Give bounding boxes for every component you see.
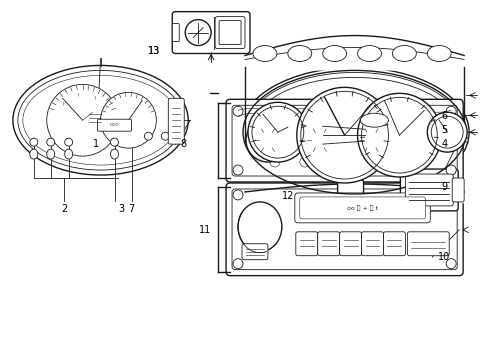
Text: 13: 13 (148, 46, 160, 56)
Text: 2: 2 (61, 204, 67, 214)
Ellipse shape (446, 259, 455, 269)
FancyBboxPatch shape (295, 232, 317, 256)
FancyBboxPatch shape (172, 24, 179, 41)
Text: 7: 7 (128, 204, 134, 214)
Ellipse shape (144, 132, 152, 140)
Text: 10: 10 (437, 252, 449, 262)
Ellipse shape (247, 102, 307, 162)
Ellipse shape (161, 132, 169, 140)
FancyBboxPatch shape (339, 232, 361, 256)
FancyBboxPatch shape (451, 178, 463, 202)
Ellipse shape (47, 138, 55, 146)
Ellipse shape (101, 92, 156, 148)
FancyBboxPatch shape (225, 99, 462, 182)
FancyBboxPatch shape (172, 12, 249, 54)
FancyBboxPatch shape (219, 21, 241, 45)
Ellipse shape (64, 149, 73, 159)
Ellipse shape (233, 190, 243, 200)
Ellipse shape (322, 45, 346, 62)
Ellipse shape (360, 113, 387, 127)
FancyBboxPatch shape (242, 244, 267, 260)
Ellipse shape (287, 45, 311, 62)
Ellipse shape (233, 259, 243, 269)
Text: |: | (62, 102, 63, 105)
Ellipse shape (357, 93, 440, 177)
Ellipse shape (446, 165, 455, 175)
Text: 12: 12 (282, 191, 294, 201)
Ellipse shape (297, 118, 341, 162)
Ellipse shape (427, 130, 447, 150)
Ellipse shape (110, 138, 118, 146)
Ellipse shape (357, 45, 381, 62)
FancyBboxPatch shape (98, 119, 131, 131)
Text: 8: 8 (180, 139, 186, 149)
Text: 1: 1 (93, 139, 99, 149)
Ellipse shape (252, 45, 276, 62)
FancyBboxPatch shape (407, 232, 448, 256)
Ellipse shape (13, 66, 188, 175)
Ellipse shape (296, 87, 392, 183)
FancyBboxPatch shape (337, 180, 363, 200)
Ellipse shape (240, 67, 468, 197)
Ellipse shape (233, 106, 243, 116)
Text: 4: 4 (440, 139, 447, 149)
Ellipse shape (185, 20, 211, 45)
Ellipse shape (245, 118, 289, 162)
Ellipse shape (238, 202, 281, 252)
Ellipse shape (446, 106, 455, 116)
Ellipse shape (233, 165, 243, 175)
Ellipse shape (446, 190, 455, 200)
Text: 6: 6 (440, 111, 447, 121)
Ellipse shape (64, 138, 73, 146)
FancyBboxPatch shape (317, 232, 339, 256)
Text: 13: 13 (148, 46, 160, 56)
Ellipse shape (47, 84, 118, 156)
FancyBboxPatch shape (294, 193, 429, 223)
FancyBboxPatch shape (299, 197, 425, 219)
Text: 11: 11 (199, 225, 211, 235)
FancyBboxPatch shape (361, 232, 383, 256)
Ellipse shape (110, 149, 118, 159)
Text: 3: 3 (119, 204, 124, 214)
Ellipse shape (30, 138, 38, 146)
FancyBboxPatch shape (215, 17, 244, 49)
FancyBboxPatch shape (168, 98, 184, 144)
Ellipse shape (427, 45, 450, 62)
Ellipse shape (349, 118, 393, 162)
Text: |: | (77, 93, 79, 97)
FancyBboxPatch shape (225, 183, 462, 276)
Ellipse shape (392, 45, 415, 62)
Text: |: | (95, 96, 96, 100)
Text: ODO: ODO (109, 123, 119, 127)
FancyBboxPatch shape (400, 169, 457, 211)
Text: 9: 9 (440, 182, 447, 192)
FancyBboxPatch shape (383, 232, 405, 256)
Text: oo ニ + ゚ t: oo ニ + ゚ t (346, 205, 377, 211)
Ellipse shape (30, 149, 38, 159)
Ellipse shape (427, 112, 466, 152)
Text: 5: 5 (440, 125, 447, 135)
Ellipse shape (47, 149, 55, 159)
FancyBboxPatch shape (405, 174, 452, 206)
